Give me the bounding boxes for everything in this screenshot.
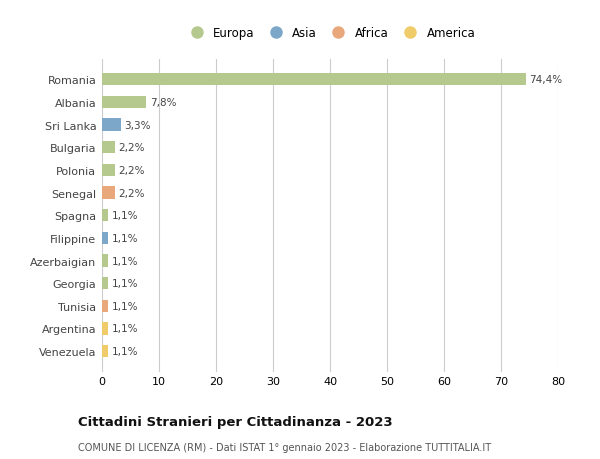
Text: 2,2%: 2,2% xyxy=(118,188,145,198)
Bar xyxy=(102,96,146,109)
Bar xyxy=(102,345,108,358)
Bar xyxy=(102,300,108,313)
Text: 74,4%: 74,4% xyxy=(530,75,563,85)
Bar xyxy=(102,119,121,132)
Bar xyxy=(102,142,115,154)
Text: 3,3%: 3,3% xyxy=(124,120,151,130)
Text: 2,2%: 2,2% xyxy=(118,166,145,175)
Bar xyxy=(102,232,108,245)
Text: 1,1%: 1,1% xyxy=(112,301,138,311)
Bar xyxy=(102,164,115,177)
Text: 2,2%: 2,2% xyxy=(118,143,145,153)
Text: COMUNE DI LICENZA (RM) - Dati ISTAT 1° gennaio 2023 - Elaborazione TUTTITALIA.IT: COMUNE DI LICENZA (RM) - Dati ISTAT 1° g… xyxy=(78,442,491,452)
Text: Cittadini Stranieri per Cittadinanza - 2023: Cittadini Stranieri per Cittadinanza - 2… xyxy=(78,415,392,428)
Text: 1,1%: 1,1% xyxy=(112,256,138,266)
Text: 7,8%: 7,8% xyxy=(150,98,176,108)
Bar xyxy=(102,323,108,335)
Legend: Europa, Asia, Africa, America: Europa, Asia, Africa, America xyxy=(182,25,478,43)
Text: 1,1%: 1,1% xyxy=(112,233,138,243)
Text: 1,1%: 1,1% xyxy=(112,324,138,334)
Bar xyxy=(102,277,108,290)
Text: 1,1%: 1,1% xyxy=(112,279,138,289)
Text: 1,1%: 1,1% xyxy=(112,211,138,221)
Text: 1,1%: 1,1% xyxy=(112,347,138,356)
Bar xyxy=(102,74,526,86)
Bar xyxy=(102,187,115,199)
Bar xyxy=(102,255,108,267)
Bar xyxy=(102,209,108,222)
